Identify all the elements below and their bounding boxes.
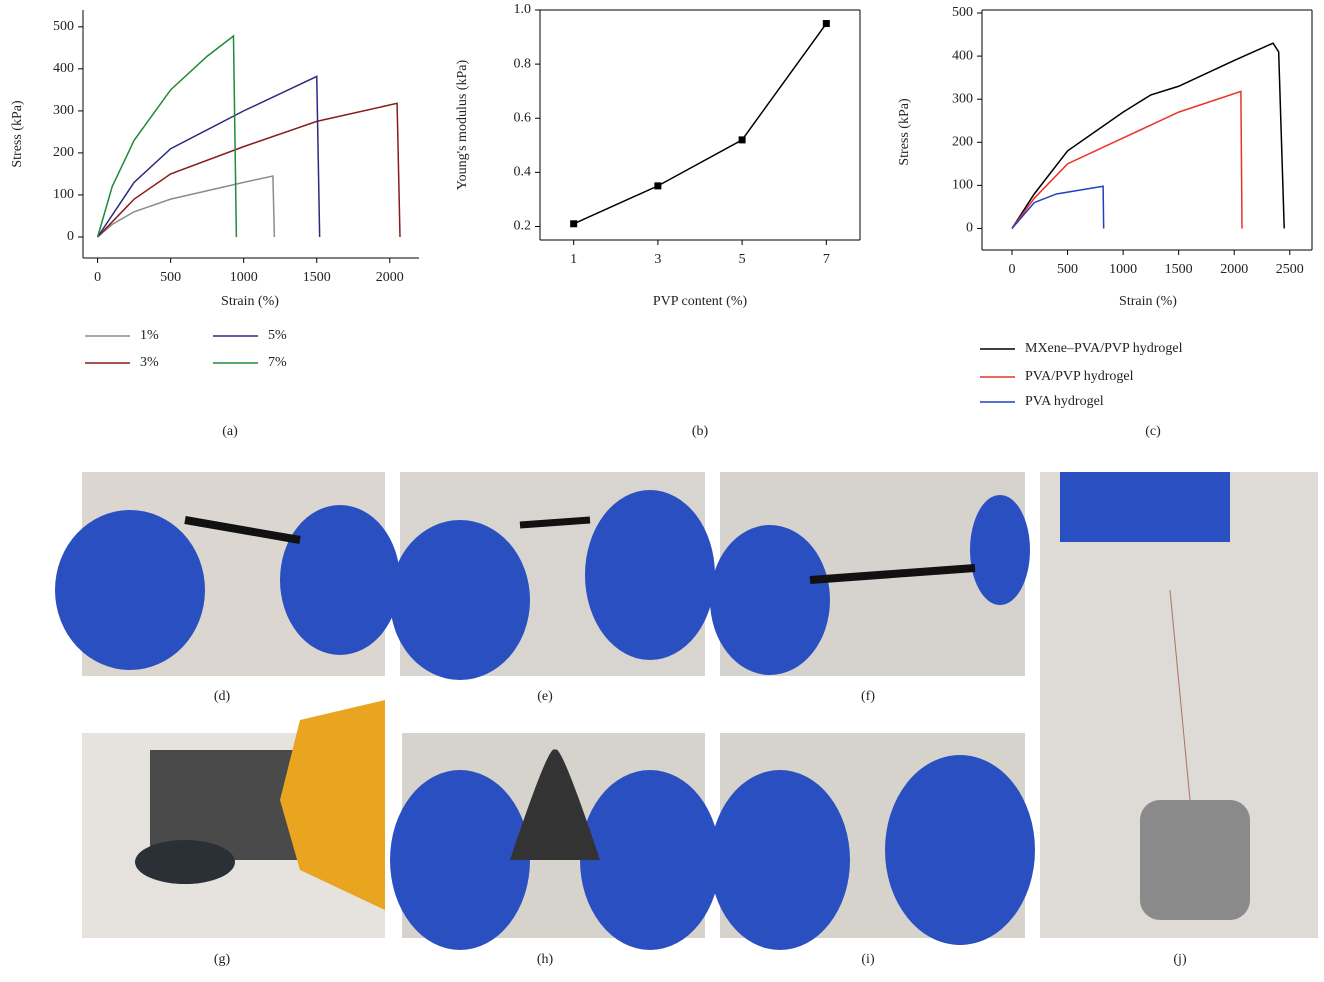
y-tick-label: 100 (952, 178, 973, 193)
glove (280, 505, 400, 655)
y-tick-label: 1.0 (514, 2, 532, 17)
line (96, 75, 321, 238)
y-axis-label: Stress (kPa) (897, 98, 912, 166)
marker (570, 220, 578, 228)
panel-label: (c) (1145, 424, 1161, 439)
hydrogel (809, 564, 976, 584)
glove (885, 755, 1035, 945)
y-tick-label: 300 (53, 103, 74, 118)
legend-label: PVA/PVP hydrogel (1025, 369, 1134, 384)
line (573, 23, 827, 225)
panel-label: (e) (537, 689, 553, 704)
x-tick-label: 1000 (230, 270, 258, 285)
x-tick-label: 7 (823, 252, 830, 267)
panel-label: (g) (214, 952, 231, 967)
line (96, 34, 238, 238)
cutter (280, 700, 385, 910)
x-axis-label: Strain (%) (221, 294, 279, 309)
x-axis-label: Strain (%) (1119, 294, 1177, 309)
panel-label: (a) (222, 424, 238, 439)
x-tick-label: 3 (654, 252, 661, 267)
marker (654, 182, 662, 190)
x-tick-label: 500 (1057, 262, 1078, 277)
line (1011, 90, 1243, 229)
y-axis-label: Young's modulus (kPa) (455, 60, 470, 191)
x-tick-label: 2000 (1220, 262, 1248, 277)
hydrogel (184, 516, 301, 544)
line (1011, 42, 1285, 229)
thread (1169, 589, 1191, 801)
x-tick-label: 1500 (303, 270, 331, 285)
y-tick-label: 500 (53, 19, 74, 34)
y-tick-label: 200 (53, 145, 74, 160)
panel-label: (j) (1173, 952, 1187, 967)
line (97, 175, 276, 238)
glove (970, 495, 1030, 605)
hydrogel (510, 749, 600, 860)
y-tick-label: 400 (53, 61, 74, 76)
panel-label: (f) (861, 689, 875, 704)
weight (1140, 800, 1250, 920)
legend-label: 5% (268, 328, 287, 343)
glove (390, 770, 530, 950)
panel-label: (h) (537, 952, 554, 967)
y-tick-label: 0.4 (514, 165, 532, 180)
x-tick-label: 1000 (1109, 262, 1137, 277)
y-tick-label: 0 (67, 229, 74, 244)
line (97, 102, 401, 238)
x-tick-label: 2000 (376, 270, 404, 285)
y-tick-label: 0.8 (514, 56, 532, 71)
panel-label: (d) (214, 689, 231, 704)
y-tick-label: 0 (966, 221, 973, 236)
legend-label: 1% (140, 328, 159, 343)
photos (55, 472, 1318, 950)
x-tick-label: 1500 (1165, 262, 1193, 277)
x-tick-label: 500 (160, 270, 181, 285)
glove (710, 770, 850, 950)
y-tick-label: 200 (952, 134, 973, 149)
glove (585, 490, 715, 660)
marker (822, 20, 830, 28)
y-tick-label: 500 (952, 5, 973, 20)
x-tick-label: 2500 (1276, 262, 1304, 277)
y-tick-label: 0.2 (514, 219, 532, 234)
x-axis-label: PVP content (%) (653, 294, 748, 309)
y-axis-label: Stress (kPa) (10, 100, 25, 168)
glove (580, 770, 720, 950)
legend-label: 7% (268, 355, 287, 370)
x-tick-label: 0 (1009, 262, 1016, 277)
glove (710, 525, 830, 675)
x-tick-label: 1 (570, 252, 577, 267)
legend-label: 3% (140, 355, 159, 370)
glove (55, 510, 205, 670)
x-tick-label: 0 (94, 270, 101, 285)
panel-label: (b) (692, 424, 709, 439)
glove (1060, 472, 1230, 542)
y-tick-label: 300 (952, 91, 973, 106)
y-tick-label: 0.6 (514, 110, 532, 125)
line (1011, 185, 1105, 229)
y-tick-label: 400 (952, 48, 973, 63)
gel-disc (135, 840, 235, 884)
legend-label: PVA hydrogel (1025, 394, 1104, 409)
hydrogel (519, 516, 591, 529)
x-tick-label: 5 (739, 252, 746, 267)
marker (738, 136, 746, 144)
glove (390, 520, 530, 680)
panel-label: (i) (861, 952, 875, 967)
legend-label: MXene–PVA/PVP hydrogel (1025, 341, 1183, 356)
y-tick-label: 100 (53, 187, 74, 202)
